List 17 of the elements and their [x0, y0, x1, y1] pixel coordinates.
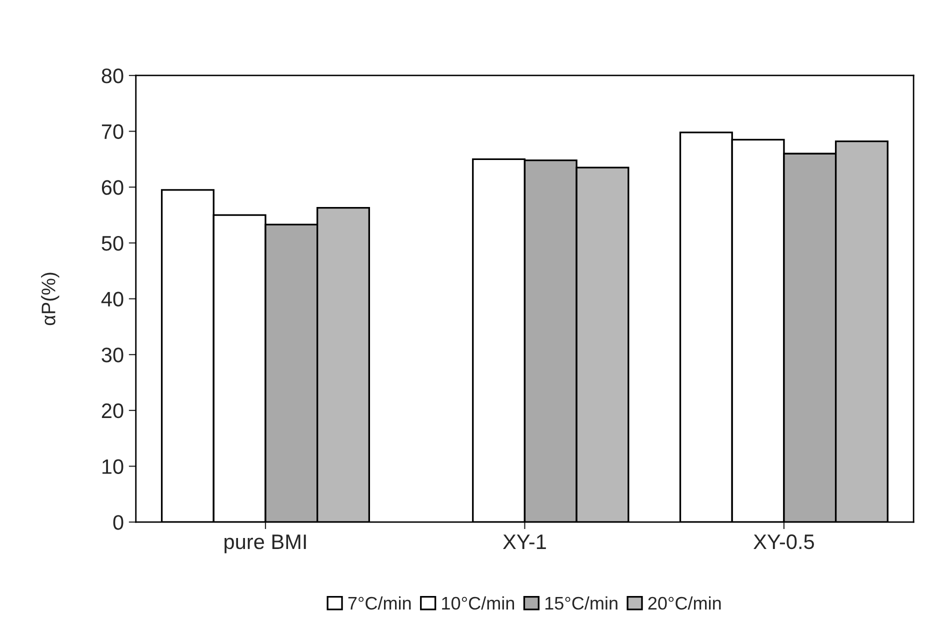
y-tick-label: 70 — [102, 124, 124, 140]
x-tick-label: pure BMI — [224, 534, 306, 554]
y-tick-label: 30 — [102, 348, 124, 362]
y-tick-label: 80 — [102, 68, 124, 84]
x-tick-label: XY-0.5 — [754, 534, 814, 550]
y-tick-label: 40 — [101, 292, 124, 307]
y-tick-label: 20 — [102, 403, 124, 418]
y-tick-label: 50 — [102, 236, 124, 251]
y-tick-label: 0 — [113, 515, 124, 530]
legend-label: 7°C/min — [348, 596, 411, 610]
y-tick-label: 10 — [102, 459, 124, 474]
legend-label: 10°C/min — [442, 596, 514, 610]
y-tick-label: 60 — [102, 180, 124, 195]
legend-label: 20°C/min — [648, 596, 721, 610]
x-tick-label: XY-1 — [502, 534, 546, 549]
y-axis-title: αP(%) — [41, 272, 60, 326]
legend-label: 15°C/min — [545, 596, 618, 610]
